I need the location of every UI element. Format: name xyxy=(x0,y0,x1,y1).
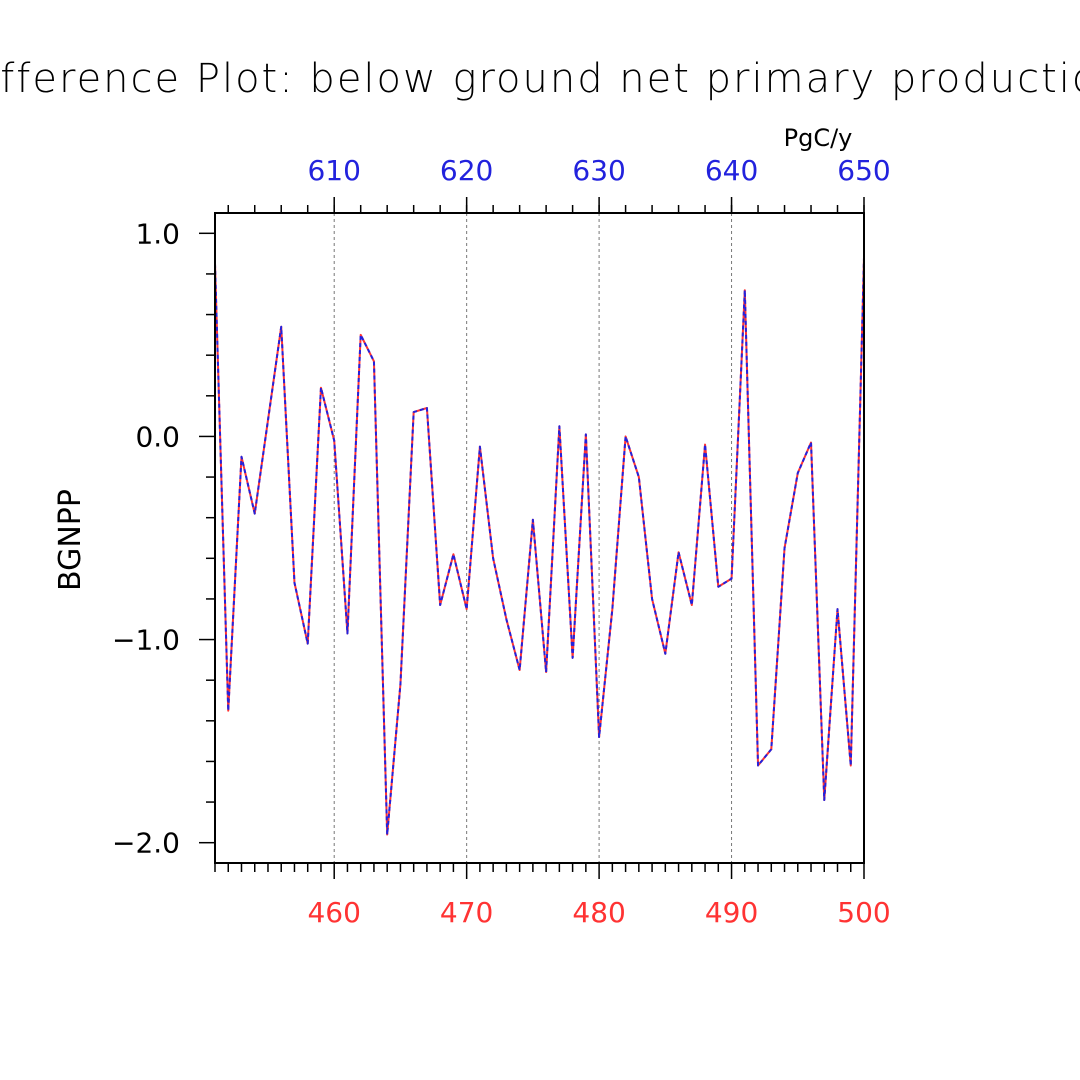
x-tick-label: 480 xyxy=(572,896,625,929)
x-tick-label: 490 xyxy=(705,896,758,929)
grid xyxy=(333,213,733,863)
y-tick-label: −1.0 xyxy=(112,624,180,657)
x2-tick-label: 630 xyxy=(572,154,625,187)
y-tick-label: 0.0 xyxy=(135,420,180,453)
x2-tick-label: 620 xyxy=(440,154,493,187)
ticks: 460 470 480 490 500 610 620 630 640 650 1.0 0.0 −1.0… xyxy=(112,154,891,929)
y-tick-label: 1.0 xyxy=(135,217,180,250)
plot-frame xyxy=(214,212,865,864)
x-tick-label: 500 xyxy=(837,896,890,929)
y-tick-label: −2.0 xyxy=(112,827,180,860)
series-layer xyxy=(214,257,865,836)
x2-tick-label: 610 xyxy=(307,154,360,187)
y-axis-label: BGNPP xyxy=(53,489,88,591)
units-label: PgC/y xyxy=(784,124,853,152)
x-tick-label: 470 xyxy=(440,896,493,929)
x-tick-label: 460 xyxy=(307,896,360,929)
series-line-blue xyxy=(214,257,865,836)
chart-title: Difference Plot: below ground net primar… xyxy=(0,56,1080,102)
x2-tick-label: 650 xyxy=(837,154,890,187)
series-line-red xyxy=(214,257,865,836)
x2-tick-label: 640 xyxy=(705,154,758,187)
